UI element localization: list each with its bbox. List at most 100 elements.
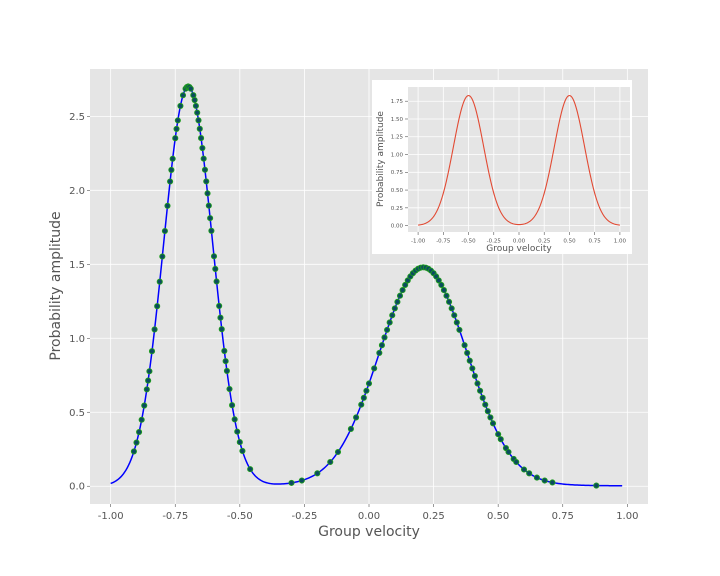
scatter-point: [217, 314, 224, 321]
scatter-point: [136, 428, 143, 436]
scatter-point: [386, 319, 393, 326]
main-y-tick-label: 0.0: [69, 482, 85, 493]
scatter-point: [207, 215, 214, 222]
scatter-point: [402, 281, 409, 289]
inset-grid: [408, 87, 630, 232]
main-y-tick-label: 1.0: [69, 334, 85, 345]
scatter-point: [168, 166, 175, 173]
scatter-point: [466, 357, 473, 364]
main-x-tick-label: 0.00: [358, 511, 380, 522]
scatter-point: [526, 470, 533, 477]
scatter-point: [210, 253, 218, 260]
scatter-point: [371, 365, 378, 372]
scatter-point: [161, 227, 168, 235]
scatter-point: [218, 326, 225, 333]
main-x-axis-label: Group velocity: [318, 524, 420, 540]
scatter-point: [461, 342, 468, 349]
inset-x-tick-label: 0.75: [589, 239, 602, 245]
scatter-point: [223, 367, 230, 374]
scatter-point: [213, 278, 220, 285]
inset-y-tick-label: 0.75: [391, 170, 404, 176]
scatter-point: [247, 466, 254, 473]
scatter-point: [191, 96, 198, 104]
scatter-point: [226, 385, 233, 393]
scatter-point: [443, 292, 450, 299]
main-y-tick-labels: 0.0 0.5 1.0 1.5 2.0 2.5: [69, 112, 90, 493]
main-y-tick-label: 0.5: [69, 408, 85, 419]
scatter-point: [169, 155, 176, 162]
scatter-point: [448, 305, 455, 312]
main-x-tick-label: -0.75: [162, 511, 188, 522]
scatter-point: [216, 302, 223, 309]
scatter-point: [381, 334, 388, 341]
main-y-tick-label: 2.0: [69, 186, 85, 197]
inset-x-tick-label: 1.00: [614, 239, 627, 245]
scatter-point: [477, 387, 484, 394]
inset-y-tick-label: 0.50: [391, 188, 404, 194]
main-x-tick-label: 1.00: [616, 511, 638, 522]
scatter-point: [549, 479, 556, 486]
scatter-point: [353, 414, 360, 421]
scatter-point: [378, 342, 385, 349]
inset-y-tick-label: 1.00: [391, 152, 404, 158]
scatter-point: [212, 265, 219, 273]
scatter-point: [464, 349, 471, 356]
scatter-point: [145, 377, 152, 384]
inset-x-tick-label: -0.50: [461, 239, 476, 245]
scatter-point: [222, 358, 229, 365]
scatter-point: [314, 470, 321, 477]
scatter-point: [593, 482, 600, 489]
scatter-point: [438, 281, 445, 289]
scatter-point: [195, 117, 202, 124]
scatter-point: [221, 347, 228, 354]
scatter-point: [487, 414, 494, 421]
scatter-point: [179, 92, 187, 99]
inset-y-axis-label: Probability amplitude: [376, 111, 386, 207]
scatter-point: [236, 439, 243, 446]
scatter-point: [172, 135, 179, 142]
inset-x-tick-label: 0.50: [563, 239, 576, 245]
inset-y-tick-label: 0.25: [391, 206, 404, 212]
scatter-point: [208, 227, 215, 234]
scatter-point: [376, 349, 383, 356]
scatter-point: [234, 428, 241, 435]
inset-y-tick-label: 1.25: [391, 135, 404, 141]
scatter-point: [154, 303, 161, 310]
scatter-point: [130, 448, 137, 455]
scatter-point: [164, 202, 171, 209]
scatter-point: [456, 326, 463, 333]
scatter-point: [453, 319, 460, 326]
inset-x-tick-label: 0.25: [538, 239, 551, 245]
scatter-point: [327, 458, 334, 466]
scatter-point: [484, 408, 491, 415]
main-x-tick-label: -0.25: [291, 511, 317, 522]
scatter-point: [451, 312, 458, 319]
scatter-point: [204, 190, 211, 197]
scatter-point: [358, 401, 365, 408]
main-scatter-points: [130, 83, 600, 489]
inset-y-tick-label: 0.00: [391, 224, 404, 230]
scatter-point: [435, 277, 442, 284]
scatter-point: [495, 431, 502, 438]
inset-x-tick-labels: -1.00 -0.75 -0.50 -0.25 0.00 0.25 0.50 0.75 1.00: [411, 232, 627, 245]
main-y-axis-label: Probability amplitude: [48, 211, 64, 360]
scatter-point: [198, 135, 205, 142]
scatter-point: [201, 166, 209, 173]
scatter-point: [190, 92, 197, 99]
scatter-point: [159, 253, 166, 260]
scatter-point: [471, 372, 478, 380]
scatter-point: [205, 202, 212, 209]
scatter-point: [474, 380, 481, 387]
scatter-point: [469, 365, 476, 372]
scatter-point: [399, 287, 406, 294]
main-x-tick-label: 0.50: [487, 511, 509, 522]
scatter-point: [360, 394, 367, 401]
scatter-point: [167, 178, 174, 185]
inset-y-tick-labels: 0.00 0.25 0.50 0.75 1.00 1.25 1.50 1.75: [391, 99, 408, 230]
scatter-point: [298, 477, 305, 484]
inset-x-tick-label: -0.75: [436, 239, 451, 245]
scatter-point: [239, 447, 246, 454]
inset-x-tick-label: -0.25: [487, 239, 502, 245]
scatter-point: [173, 125, 180, 132]
